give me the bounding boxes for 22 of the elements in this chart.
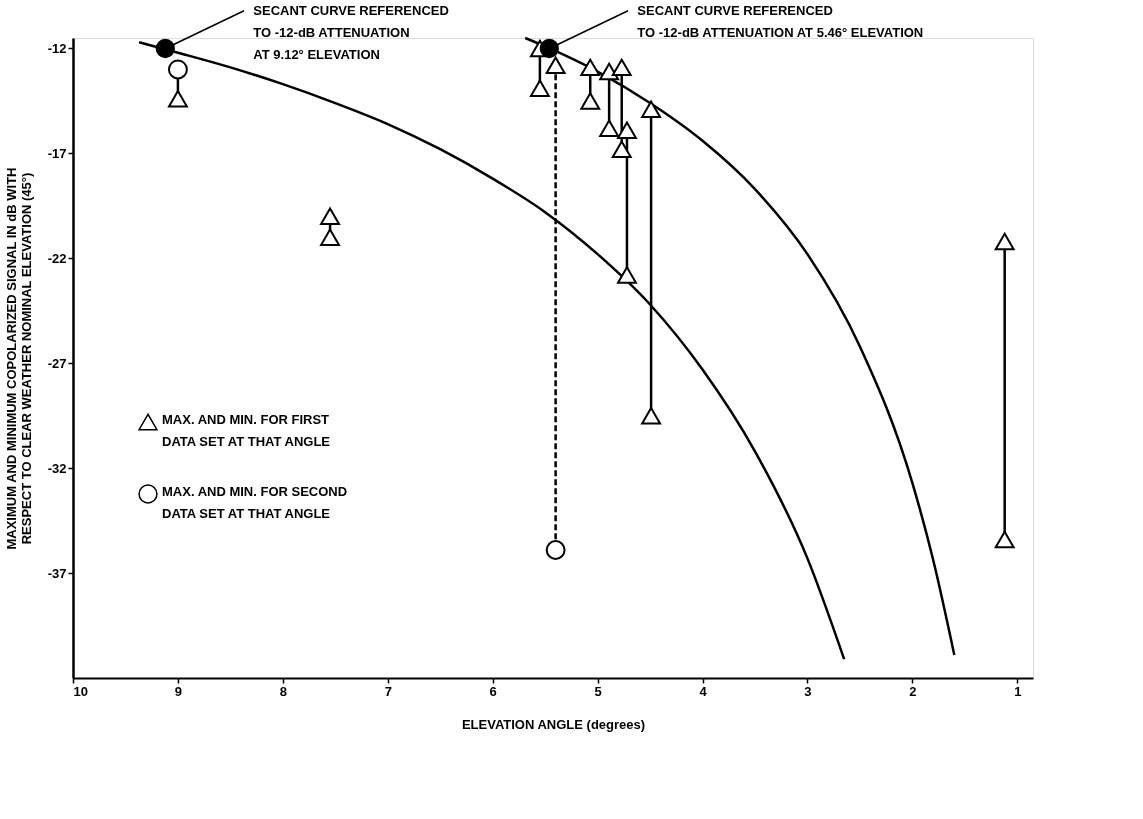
x-tick-label: 2 — [909, 683, 917, 699]
y-tick-label: -37 — [47, 565, 67, 581]
x-tick-label: 3 — [804, 683, 812, 699]
x-tick-label: 8 — [279, 683, 287, 699]
y-tick-label: -17 — [47, 145, 67, 161]
x-tick-label: 5 — [594, 683, 602, 699]
annotation: SECANT CURVE REFERENCED TO -12-dB ATTENUATION AT 5.46° ELEVATION — [637, 3, 924, 41]
x-axis-title: ELEVATION ANGLE (degrees) — [461, 716, 646, 732]
legend-label: MAX. AND MIN. FOR SECOND DATA SET AT THAT ANGLE — [162, 484, 348, 521]
y-tick-label: -27 — [47, 355, 67, 371]
x-tick-label: 9 — [174, 683, 183, 699]
x-tick-label: 10 — [73, 683, 88, 699]
annotation: SECANT CURVE REFERENCED TO -12-dB ATTENUATION AT 9.12° ELEVATION — [253, 3, 449, 63]
x-tick-label: 4 — [699, 683, 708, 699]
y-tick-label: -12 — [47, 40, 67, 56]
y-axis-title: MAXIMUM AND MINIMUM COPOLARIZED SIGNAL IN dB WITH RESPECT TO CLEAR WEATHER NOMINAL ELEVATION (45°) — [3, 167, 34, 550]
x-tick-label: 1 — [1014, 683, 1022, 699]
x-tick-label: 7 — [384, 683, 392, 699]
x-tick-label: 6 — [489, 683, 497, 699]
y-tick-label: -32 — [47, 460, 67, 476]
legend-label: MAX. AND MIN. FOR FIRST DATA SET AT THAT ANGLE — [162, 412, 331, 449]
y-tick-label: -22 — [47, 250, 67, 266]
